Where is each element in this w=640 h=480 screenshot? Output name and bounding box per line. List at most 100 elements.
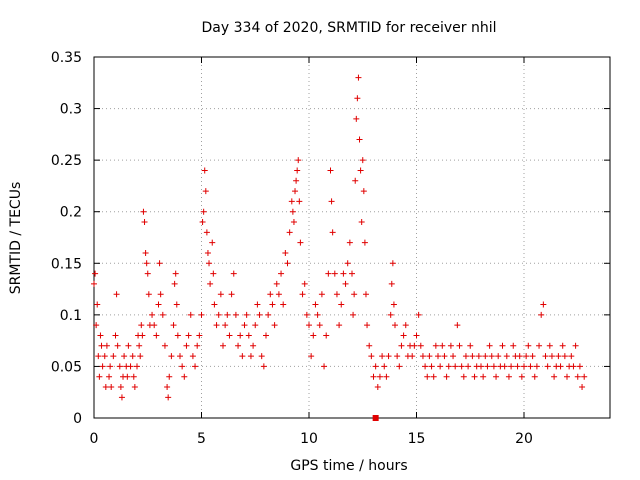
data-point: [523, 353, 530, 360]
data-point: [96, 373, 103, 380]
data-point: [352, 177, 359, 184]
x-tick-label: 10: [300, 431, 318, 447]
data-point: [376, 373, 383, 380]
data-point: [196, 332, 203, 339]
data-point: [177, 353, 183, 360]
data-point: [490, 363, 497, 370]
data-point: [364, 322, 371, 329]
data-point: [458, 363, 465, 370]
y-tick-label: 0.25: [51, 153, 82, 169]
data-point: [574, 373, 581, 380]
data-point: [338, 301, 345, 308]
data-point: [396, 363, 403, 370]
data-point: [308, 353, 315, 360]
data-point: [108, 384, 115, 391]
data-point: [140, 208, 147, 215]
data-point: [289, 208, 296, 215]
data-point: [213, 322, 220, 329]
data-point: [139, 332, 146, 339]
data-point: [232, 311, 239, 318]
data-point: [286, 229, 293, 236]
data-point: [368, 353, 375, 360]
data-point: [166, 373, 173, 380]
data-point: [294, 167, 301, 174]
data-point: [564, 373, 570, 380]
x-tick-label: 15: [408, 431, 426, 447]
data-point: [351, 291, 358, 298]
data-point: [127, 363, 134, 370]
data-point: [239, 353, 246, 360]
data-point: [538, 311, 545, 318]
data-point: [204, 249, 211, 256]
data-point: [439, 342, 446, 349]
data-point: [465, 363, 472, 370]
data-point: [110, 353, 117, 360]
data-point: [241, 322, 248, 329]
data-point: [514, 363, 521, 370]
data-point: [400, 332, 407, 339]
data-point: [211, 301, 218, 308]
data-point: [581, 373, 588, 380]
data-point: [342, 280, 349, 287]
data-point: [129, 353, 136, 360]
data-point: [430, 373, 437, 380]
data-point: [297, 239, 304, 246]
y-tick-label: 0.3: [60, 102, 82, 118]
data-point: [478, 363, 484, 370]
data-point: [372, 363, 379, 370]
data-point: [192, 363, 199, 370]
data-point: [106, 373, 113, 380]
data-point: [172, 270, 179, 277]
data-point: [327, 167, 334, 174]
data-point: [206, 260, 213, 267]
data-point: [374, 384, 381, 391]
data-point: [290, 219, 297, 226]
data-point: [454, 322, 461, 329]
data-point: [112, 332, 119, 339]
data-point: [493, 373, 500, 380]
data-point: [164, 384, 171, 391]
data-point: [107, 363, 114, 370]
data-point: [542, 353, 549, 360]
data-point: [181, 373, 188, 380]
data-point: [271, 322, 278, 329]
data-point: [194, 342, 201, 349]
data-point: [288, 198, 295, 205]
data-point: [366, 342, 373, 349]
data-point: [475, 353, 482, 360]
data-point: [118, 394, 125, 401]
data-point: [245, 332, 252, 339]
data-point: [499, 342, 506, 349]
data-point: [224, 311, 231, 318]
data-point: [370, 373, 377, 380]
data-point: [518, 373, 525, 380]
data-point: [516, 353, 523, 360]
data-point: [409, 353, 416, 360]
data-point: [525, 342, 532, 349]
data-point: [185, 332, 192, 339]
data-point: [143, 260, 150, 267]
data-point: [450, 353, 457, 360]
data-point: [467, 342, 474, 349]
data-point: [435, 353, 441, 360]
data-point: [292, 188, 299, 195]
data-point: [209, 239, 216, 246]
data-point: [165, 394, 172, 401]
data-point: [312, 301, 319, 308]
data-point: [98, 342, 105, 349]
data-point: [568, 353, 575, 360]
data-point: [168, 353, 175, 360]
data-point: [336, 322, 343, 329]
data-point: [142, 249, 149, 256]
data-point: [561, 353, 568, 360]
data-point: [527, 363, 534, 370]
data-point: [318, 291, 325, 298]
data-point: [529, 353, 536, 360]
data-point: [411, 342, 418, 349]
data-point: [417, 342, 424, 349]
data-point: [254, 301, 261, 308]
data-point: [145, 291, 152, 298]
data-point: [131, 384, 138, 391]
data-point: [263, 332, 269, 339]
